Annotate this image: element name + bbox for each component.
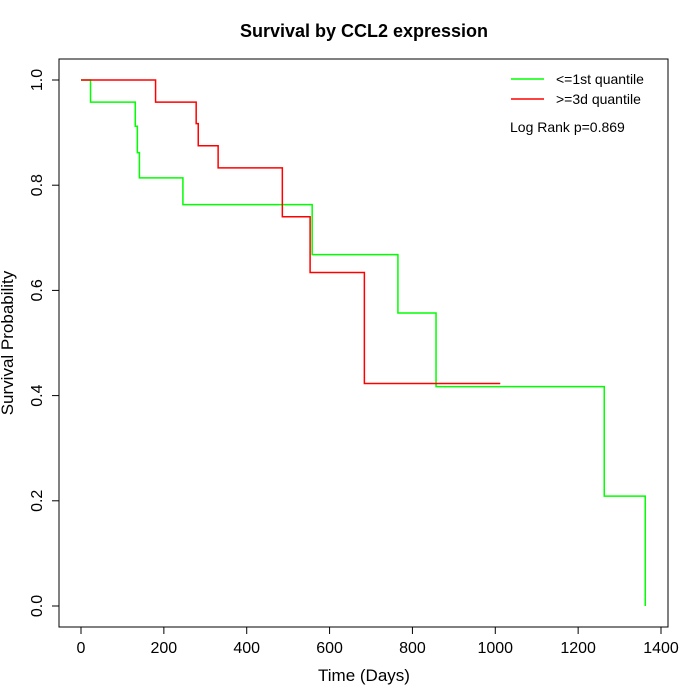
- chart-title: Survival by CCL2 expression: [240, 21, 488, 41]
- y-tick-label: 0.6: [29, 279, 46, 301]
- x-tick-label: 1200: [560, 640, 596, 657]
- series-layer: [81, 79, 647, 606]
- y-axis-label: Survival Probability: [0, 270, 17, 415]
- x-axis: 0 200 400 600 800 1000 1200 1400: [77, 626, 679, 657]
- x-tick-label: 0: [77, 640, 86, 657]
- x-tick-label: 1000: [477, 640, 513, 657]
- y-tick-label: 0.2: [29, 490, 46, 512]
- y-tick-label: 0.8: [29, 174, 46, 196]
- x-tick-label: 200: [151, 640, 178, 657]
- x-tick-label: 400: [233, 640, 260, 657]
- log-rank-annotation: Log Rank p=0.869: [510, 119, 625, 135]
- x-tick-label: 1400: [643, 640, 679, 657]
- plot-area-border: [58, 58, 669, 628]
- legend: <=1st quantile >=3d quantile: [511, 71, 644, 107]
- legend-label: >=3d quantile: [556, 91, 641, 107]
- x-axis-label: Time (Days): [318, 666, 410, 685]
- series-line-0: [81, 79, 647, 606]
- series-line-1: [81, 79, 501, 385]
- legend-label: <=1st quantile: [556, 71, 644, 87]
- x-tick-label: 600: [316, 640, 343, 657]
- x-tick-label: 800: [399, 640, 426, 657]
- y-tick-label: 0.0: [29, 595, 46, 617]
- y-axis: 0.0 0.2 0.4 0.6 0.8 1.0: [29, 69, 60, 617]
- y-tick-label: 0.4: [29, 384, 46, 406]
- y-tick-label: 1.0: [29, 69, 46, 91]
